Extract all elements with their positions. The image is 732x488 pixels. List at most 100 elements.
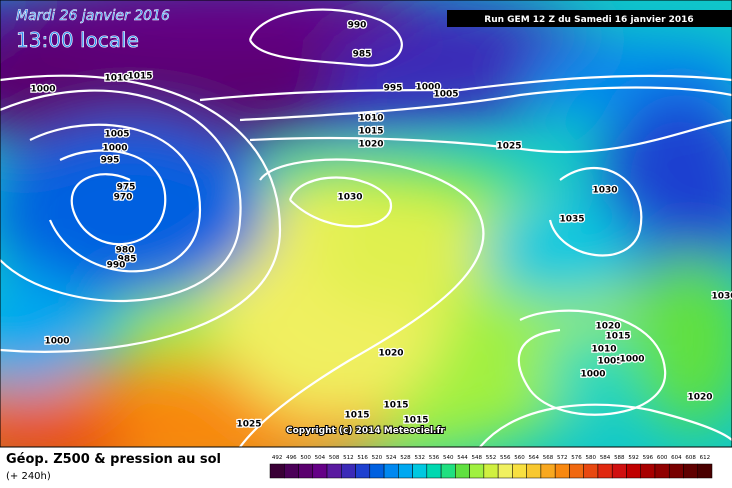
- colorbar-label: 588: [614, 455, 625, 461]
- isobar-label: 1020: [687, 393, 712, 403]
- isobar-label: 1000: [44, 337, 69, 347]
- isobar-label: 1000: [30, 85, 55, 95]
- colorbar-swatch: [654, 463, 670, 479]
- map-frame: [0, 0, 732, 448]
- colorbar-label: 528: [400, 455, 411, 461]
- isobar-label: 1005: [433, 90, 458, 100]
- colorbar-swatch: [526, 463, 542, 479]
- colorbar-swatch: [269, 463, 285, 479]
- colorbar-label: 492: [272, 455, 283, 461]
- isobar-label: 1025: [496, 142, 521, 152]
- isobar-label: 1005: [104, 130, 129, 140]
- colorbar-label: 580: [586, 455, 597, 461]
- copyright: Copyright (c) 2014 Meteociel.fr: [286, 426, 445, 436]
- colorbar-swatch: [554, 463, 570, 479]
- colorbar-swatch: [668, 463, 684, 479]
- isobar-label: 1015: [127, 72, 152, 82]
- isobar-label: 1030: [711, 292, 732, 302]
- colorbar-swatch: [398, 463, 413, 479]
- isobar-label: 1000: [415, 83, 440, 93]
- colorbar-label: 612: [700, 455, 711, 461]
- isobar-label: 1035: [559, 215, 584, 225]
- colorbar-label: 584: [600, 455, 611, 461]
- colorbar-swatch: [611, 463, 627, 479]
- isobar-label: 975: [117, 183, 136, 193]
- valid-date: Mardi 26 janvier 2016: [16, 8, 170, 24]
- colorbar-swatch: [540, 463, 556, 479]
- colorbar-label: 572: [557, 455, 568, 461]
- colorbar-label: 576: [571, 455, 582, 461]
- colorbar-swatch: [512, 463, 527, 479]
- colorbar-swatch: [440, 463, 456, 479]
- colorbar-swatch: [284, 463, 299, 479]
- colorbar-swatch: [355, 463, 371, 479]
- isobar-label: 1030: [592, 186, 617, 196]
- colorbar-swatch: [569, 463, 584, 479]
- isobar-label: 985: [353, 50, 372, 60]
- isobar-label: 1010: [591, 345, 616, 355]
- colorbar-label: 608: [685, 455, 696, 461]
- colorbar-swatch: [497, 463, 513, 479]
- colorbar-label: 592: [628, 455, 639, 461]
- colorbar-swatch: [483, 463, 499, 479]
- colorbar-label: 544: [457, 455, 468, 461]
- run-info: Run GEM 12 Z du Samedi 16 janvier 2016: [484, 15, 693, 25]
- isobar-label: 1010: [104, 74, 129, 84]
- footer-title: Géop. Z500 & pression au sol: [6, 452, 221, 467]
- isobar-label: 1020: [358, 140, 383, 150]
- colorbar-label: 604: [671, 455, 682, 461]
- colorbar-label: 504: [315, 455, 326, 461]
- colorbar-label: 516: [357, 455, 368, 461]
- colorbar-label: 496: [286, 455, 297, 461]
- colorbar-label: 560: [514, 455, 525, 461]
- isobar-label: 1015: [383, 401, 408, 411]
- run-box: [447, 10, 732, 27]
- isobar-label: 1025: [236, 420, 261, 430]
- isobar-label: 970: [114, 193, 133, 203]
- colorbar-swatch: [412, 463, 428, 479]
- colorbar-label: 596: [643, 455, 654, 461]
- colorbar-swatch: [626, 463, 641, 479]
- colorbar-swatch: [426, 463, 442, 479]
- colorbar: 492 496 500 504 508 512 516 520 524 528 532 536 540 5…: [269, 455, 713, 479]
- colorbar-swatch: [640, 463, 656, 479]
- colorbar-swatch: [683, 463, 698, 479]
- colorbar-swatch: [697, 463, 713, 479]
- isobar-label: 1030: [337, 193, 362, 203]
- isobar-label: 1000: [619, 355, 644, 365]
- colorbar-label: 564: [529, 455, 540, 461]
- colorbar-swatch: [341, 463, 356, 479]
- colorbar-label: 500: [300, 455, 311, 461]
- isobar-label: 1015: [403, 416, 428, 426]
- colorbar-label: 540: [443, 455, 454, 461]
- isobar-label: 1005: [597, 357, 622, 367]
- isobar-label: 985: [118, 255, 137, 265]
- isobar-label: 1015: [605, 332, 630, 342]
- isobar-label: 995: [101, 156, 120, 166]
- valid-time: 13:00 locale: [16, 28, 139, 52]
- colorbar-swatch: [583, 463, 599, 479]
- colorbar-swatch: [383, 463, 399, 479]
- colorbar-label: 548: [471, 455, 482, 461]
- colorbar-label: 532: [414, 455, 425, 461]
- colorbar-label: 508: [329, 455, 340, 461]
- isobar-label: 980: [116, 246, 135, 256]
- colorbar-swatch: [326, 463, 342, 479]
- colorbar-swatch: [597, 463, 613, 479]
- colorbar-swatch: [455, 463, 470, 479]
- colorbar-label: 556: [500, 455, 511, 461]
- colorbar-label: 524: [386, 455, 397, 461]
- isobar-label: 1020: [595, 322, 620, 332]
- isobar-label: 1020: [378, 349, 403, 359]
- colorbar-label: 552: [486, 455, 497, 461]
- colorbar-swatch: [469, 463, 485, 479]
- isobar-label: 990: [348, 21, 367, 31]
- isobar-label: 1015: [344, 411, 369, 421]
- footer-lead: (+ 240h): [6, 471, 51, 482]
- colorbar-label: 600: [657, 455, 668, 461]
- colorbar-label: 512: [343, 455, 354, 461]
- colorbar-swatch: [312, 463, 328, 479]
